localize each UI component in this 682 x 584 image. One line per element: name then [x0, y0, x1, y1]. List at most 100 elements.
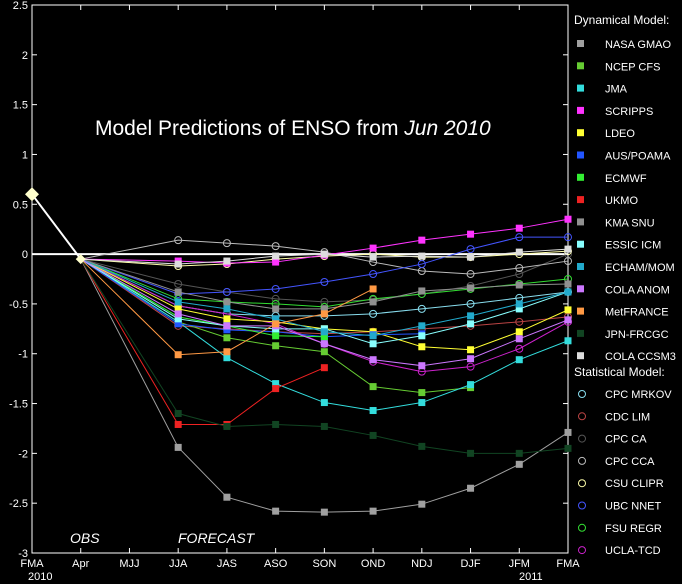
series-line: [80, 258, 569, 351]
data-point: [272, 342, 280, 350]
legend-marker: [578, 412, 586, 421]
data-point: [564, 306, 572, 314]
data-point: [564, 316, 572, 324]
legend-label: COLA ANOM: [605, 284, 670, 296]
data-point: [272, 385, 280, 393]
data-point: [320, 277, 329, 286]
y-tick-label: 0.5: [13, 199, 28, 211]
data-point: [515, 305, 523, 313]
data-point: [418, 343, 426, 351]
data-point: [320, 333, 328, 341]
data-point: [320, 508, 328, 516]
y-tick-label: -0.5: [9, 299, 28, 311]
legend-label: ECHAM/MOM: [605, 262, 675, 274]
data-point: [515, 356, 523, 364]
data-point: [272, 380, 280, 388]
data-point: [222, 287, 231, 296]
legend-marker: [578, 390, 586, 398]
data-point: [515, 233, 524, 242]
data-point: [369, 407, 377, 415]
data-point: [564, 215, 572, 223]
data-point: [467, 449, 475, 457]
data-point: [174, 260, 182, 268]
x-tick-label: JFM: [509, 558, 530, 570]
data-point: [223, 257, 231, 265]
legend-marker: [577, 196, 584, 204]
data-point: [174, 305, 182, 313]
legend-label: MetFRANCE: [605, 307, 669, 319]
data-point: [515, 281, 523, 289]
legend-label: UBC NNET: [605, 501, 662, 513]
data-point: [369, 285, 377, 293]
legend-marker: [577, 62, 584, 70]
legend-marker: [577, 151, 584, 159]
legend-marker: [577, 173, 584, 181]
data-point: [369, 244, 377, 252]
obs-point: [75, 254, 86, 265]
legend-label: KMA SNU: [605, 217, 655, 229]
data-point: [174, 279, 183, 288]
legend-label: LDEO: [605, 128, 635, 140]
y-tick-label: 1.5: [13, 100, 28, 112]
series-line: [80, 258, 569, 367]
legend-label: AUS/POAMA: [605, 151, 671, 163]
legend-dynamical-title: Dynamical Model:: [574, 13, 669, 27]
legend-marker: [578, 501, 586, 510]
data-point: [272, 320, 280, 328]
legend-marker: [578, 523, 586, 532]
y-tick-label: 2: [22, 50, 28, 62]
series-line: [80, 258, 569, 454]
legend-label: COLA CCSM3: [605, 351, 676, 363]
x-tick-label: DJF: [460, 558, 480, 570]
legend-label: CSU CLIPR: [605, 478, 664, 490]
data-point: [515, 264, 524, 273]
data-point: [223, 298, 231, 306]
data-point: [320, 310, 328, 318]
data-point: [515, 248, 523, 256]
legend-marker: [577, 263, 584, 270]
series-line: [80, 258, 569, 513]
y-tick-label: -3: [18, 548, 28, 560]
legend-label: CPC MRKOV: [605, 389, 672, 401]
series-line: [80, 248, 569, 265]
x-tick-label: JJA: [169, 558, 188, 570]
data-point: [467, 381, 475, 389]
data-point: [320, 250, 328, 258]
data-point: [320, 364, 328, 372]
data-point: [369, 332, 377, 340]
data-point: [320, 340, 328, 348]
data-point: [223, 348, 231, 356]
series-line: [80, 258, 569, 373]
data-point: [564, 245, 572, 253]
data-point: [466, 362, 475, 371]
data-point: [418, 389, 426, 397]
series-line: [80, 258, 569, 412]
data-point: [466, 299, 475, 308]
y-tick-label: -2: [18, 448, 28, 460]
year-start-label: 2010: [28, 571, 52, 583]
x-tick-label: OND: [361, 558, 386, 570]
data-point: [369, 340, 377, 348]
forecast-label: FORECAST: [178, 530, 256, 546]
data-point: [564, 444, 572, 452]
data-point: [271, 294, 280, 303]
x-tick-label: SON: [312, 558, 336, 570]
x-tick-label: Apr: [72, 558, 89, 570]
legend-marker: [577, 329, 584, 337]
legend-statistical-title: Statistical Model:: [574, 365, 665, 379]
data-point: [174, 236, 183, 245]
data-point: [564, 280, 572, 288]
data-point: [564, 288, 572, 296]
data-point: [369, 356, 377, 364]
data-point: [223, 493, 231, 501]
data-point: [272, 420, 280, 428]
x-tick-label: NDJ: [411, 558, 432, 570]
data-point: [369, 253, 377, 261]
legend-marker: [577, 285, 584, 293]
data-point: [418, 332, 426, 340]
series-line: [80, 239, 569, 275]
data-point: [174, 288, 182, 296]
x-tick-label: FMA: [556, 558, 580, 570]
